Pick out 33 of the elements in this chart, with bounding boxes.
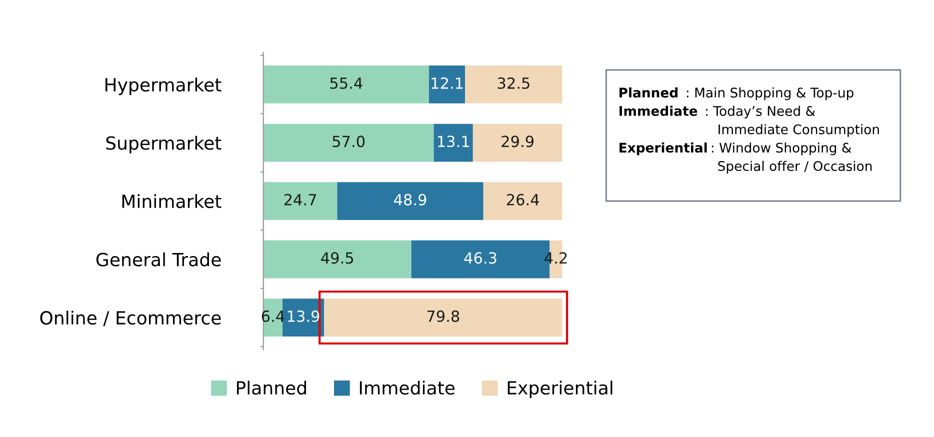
data-label: 29.9 (502, 136, 534, 148)
bar (483, 182, 562, 220)
legend-label: Planned (236, 380, 306, 395)
bar (428, 66, 466, 104)
data-label: 49.5 (321, 252, 354, 264)
data-label: 55.4 (330, 78, 362, 89)
bar (465, 66, 562, 104)
data-label: 12.1 (432, 77, 463, 89)
bar (263, 182, 338, 220)
bar (434, 124, 473, 162)
data-label: 79.8 (427, 310, 460, 322)
data-label: 26.4 (506, 194, 539, 206)
y-tick-label: Supermarket (106, 136, 222, 154)
y-tick-label: Hypermarket (105, 78, 222, 96)
y-tick-label: General Trade (96, 252, 221, 266)
text: Experiential: Window Shopping & Special offer / Occasion (620, 142, 872, 174)
data-label: 32.5 (498, 77, 530, 89)
text: Planned : Main Shopping & Top-up (620, 87, 854, 100)
bar (263, 240, 412, 278)
data-label: 48.9 (394, 194, 426, 206)
text: Immediate : Today’s Need & Immediate Consumption (620, 106, 879, 137)
data-label: 57.0 (332, 136, 365, 148)
y-tick-label: Minimarket (122, 194, 222, 208)
bar (263, 124, 434, 162)
bar (472, 124, 562, 162)
data-label: 13.1 (438, 136, 469, 148)
legend-label: Immediate (360, 380, 455, 395)
data-label: 24.7 (284, 194, 316, 206)
legend-label: Experiential (508, 380, 612, 398)
bar (263, 66, 429, 104)
y-tick-label: Online / Ecommerce (40, 310, 221, 326)
bar (337, 182, 484, 220)
data-label: 46.3 (464, 252, 496, 264)
